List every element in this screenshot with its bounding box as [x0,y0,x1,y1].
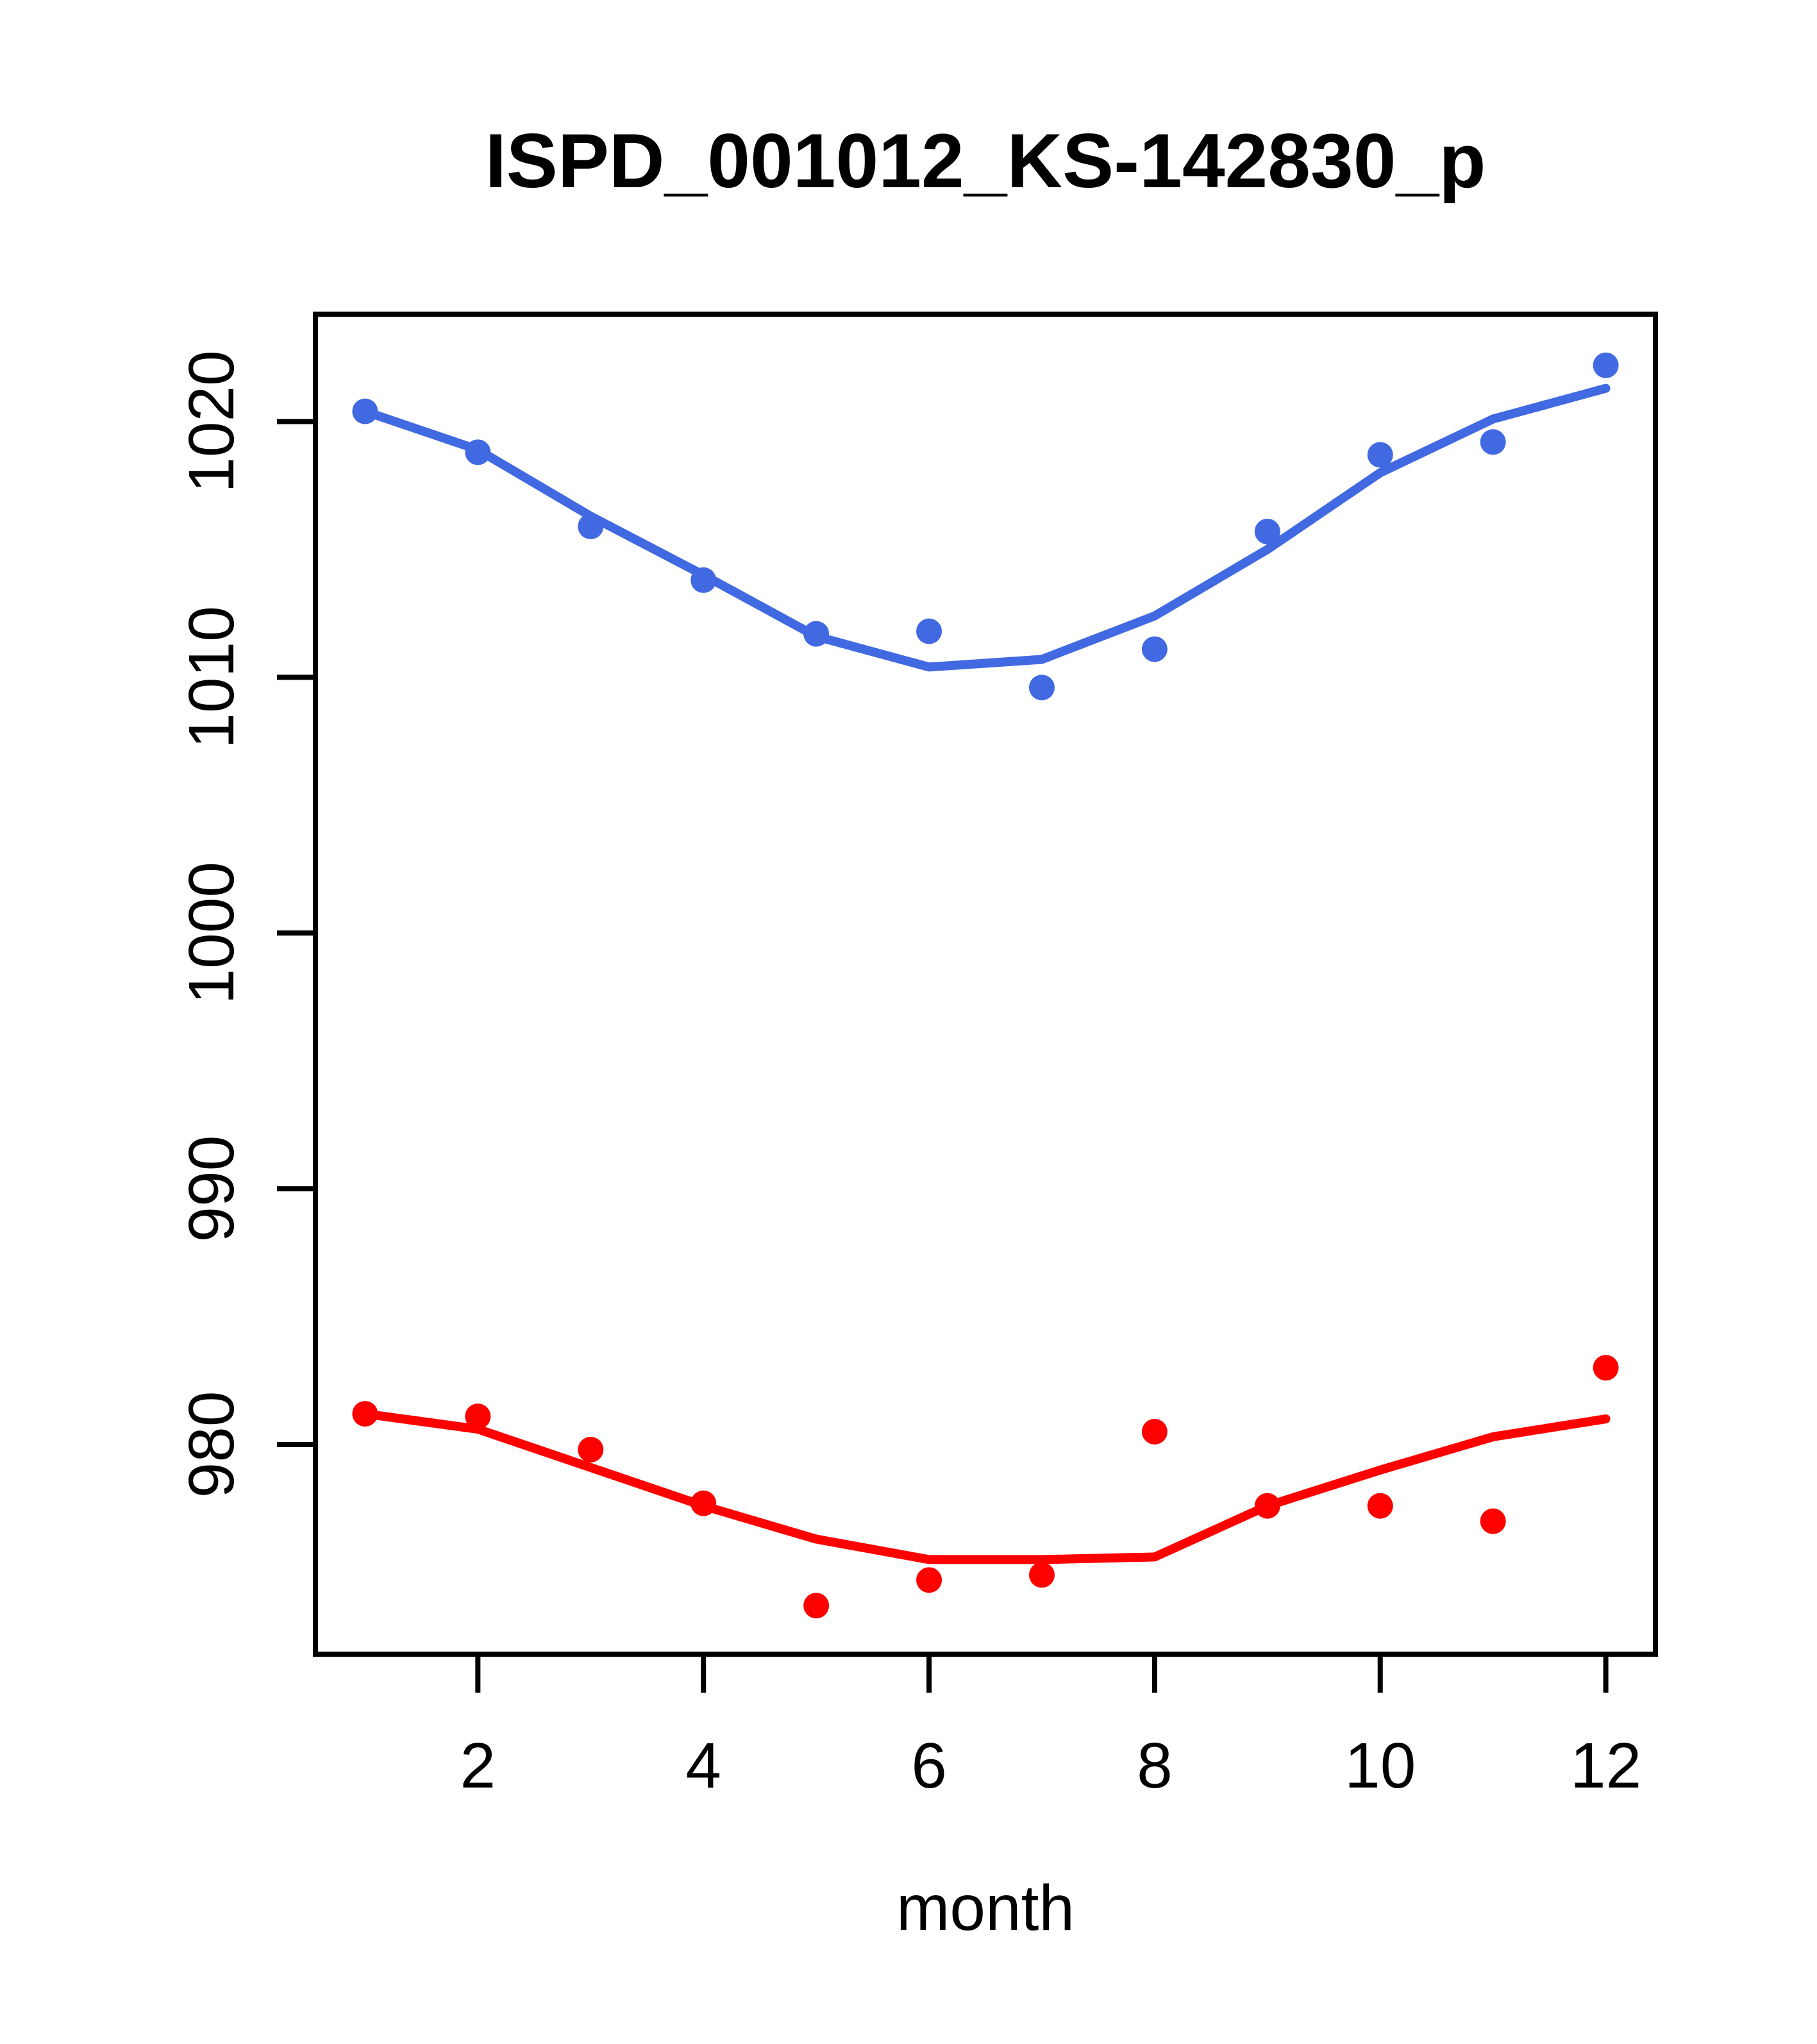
x-tick-label: 6 [911,1730,947,1802]
x-tick-label: 10 [1344,1730,1416,1802]
plot-box [313,312,1658,1657]
red-series-loess-line [360,1409,1611,1564]
red-series-point [803,1593,830,1619]
red-series-point [916,1567,942,1593]
y-tick-label: 980 [176,1391,247,1498]
blue-series-point [1254,519,1280,545]
y-tick-label: 1000 [176,862,247,1004]
blue-series-loess-line [360,383,1611,672]
chart-title: ISPD_001012_KS-142830_p [485,118,1486,204]
blue-series-point [1028,674,1055,701]
y-axis: 980 990 1000 1010 1020 [176,350,315,1498]
red-series-point [1028,1562,1055,1588]
blue-series-point [916,618,942,644]
blue-series-point [1593,352,1619,378]
plot-box-layer [313,312,1658,1657]
y-tick-label: 1020 [176,350,247,492]
y-tick-label: 1010 [176,606,247,748]
red-series-point [465,1403,491,1430]
x-axis-label: month [896,1872,1075,1944]
x-tick-label: 2 [460,1730,496,1802]
blue-series-point [1141,636,1168,662]
x-tick-label: 12 [1570,1730,1641,1802]
x-tick-label: 4 [685,1730,721,1802]
red-series-point [1593,1355,1619,1381]
red-series-point [1480,1508,1506,1534]
red-series-point [1141,1418,1168,1445]
blue-series-group [352,352,1619,701]
red-series-point [578,1436,604,1462]
blue-series-point [1480,429,1506,455]
red-series-point [1367,1493,1393,1519]
red-series-group [352,1355,1619,1619]
y-tick-label: 990 [176,1135,247,1243]
x-tick-label: 8 [1137,1730,1173,1802]
series-layer [352,352,1619,1619]
blue-series-point [1367,442,1393,468]
x-axis: 2 4 6 8 10 12 [460,1654,1641,1802]
